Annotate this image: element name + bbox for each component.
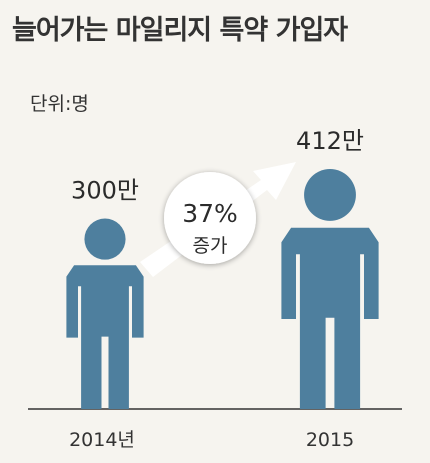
growth-value: 37% bbox=[182, 199, 238, 228]
person-body-1 bbox=[281, 227, 379, 409]
year-label-0: 2014년 bbox=[69, 429, 135, 451]
person-figure-1 bbox=[281, 169, 379, 409]
unit-label: 단위:명 bbox=[30, 93, 89, 115]
value-label-1: 412만 bbox=[296, 127, 364, 155]
growth-text: 증가 bbox=[193, 235, 228, 257]
value-label-0: 300만 bbox=[71, 177, 139, 205]
person-figure-0 bbox=[66, 218, 144, 409]
person-body-0 bbox=[66, 265, 144, 409]
growth-arrow: 37% 증가 bbox=[140, 162, 296, 277]
person-head-1 bbox=[304, 169, 356, 221]
person-head-0 bbox=[84, 218, 126, 260]
chart-title: 늘어가는 마일리지 특약 가입자 bbox=[12, 15, 348, 46]
year-label-1: 2015 bbox=[306, 429, 354, 451]
growth-bubble bbox=[164, 172, 256, 264]
